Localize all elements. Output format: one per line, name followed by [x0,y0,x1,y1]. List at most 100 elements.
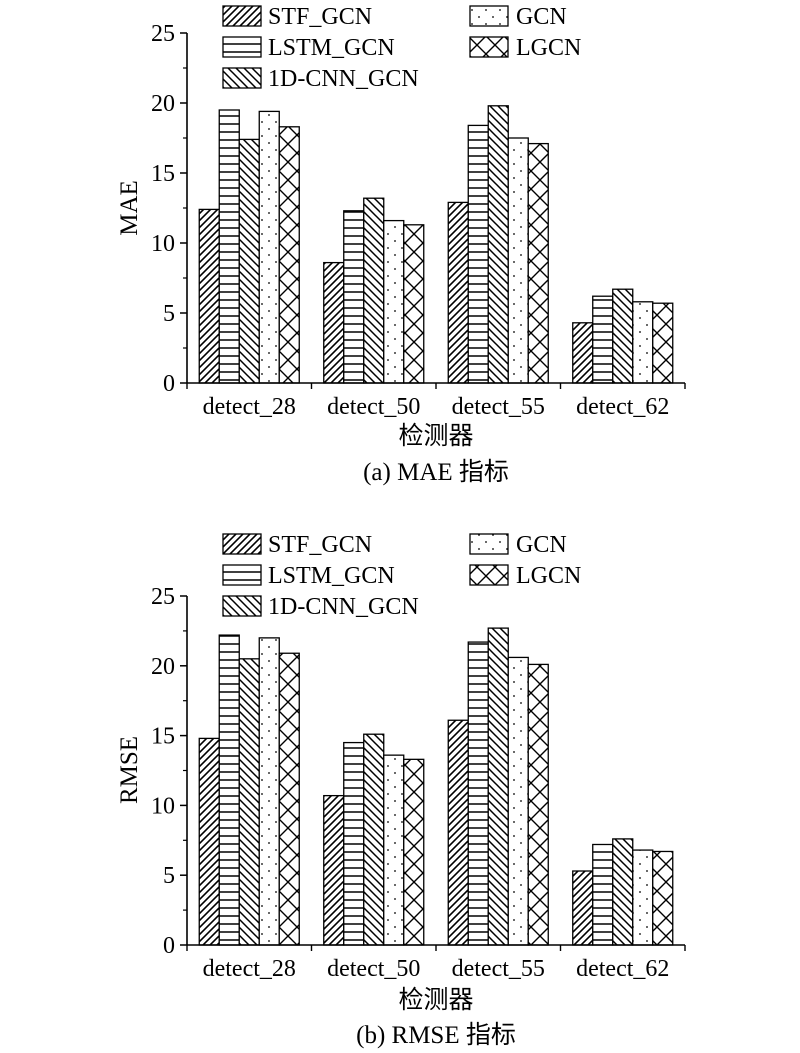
x-tick-label-detect-28: detect_28 [203,956,296,982]
bar-1d-cnn-gcn-detect-55 [487,627,509,946]
x-tick-label-detect-28: detect_28 [203,394,296,420]
caption-rmse: (b) RMSE 指标 [356,1021,516,1049]
chart-panel-mae: 0 5 10 15 20 25 detect_28 detect_50 detect_55 det… [116,4,686,486]
bar-stf-gcn-detect-28 [198,737,220,946]
y-tick-label: 10 [151,231,175,257]
y-tick-label: 0 [163,371,175,397]
bar-stf-gcn-detect-55 [447,201,469,384]
legend-swatch [469,564,509,586]
legend-label: GCN [516,532,567,558]
x-axis-title-rmse: 检测器 [398,986,473,1014]
bar-gcn-detect-50 [383,754,405,946]
bar-gcn-detect-62 [632,849,654,946]
bar-lgcn-detect-55 [527,142,549,384]
bar-lstm-gcn-detect-50 [343,210,365,384]
x-tick-label-detect-62: detect_62 [576,956,669,982]
bar-lstm-gcn-detect-62 [592,295,614,384]
legend-item-stf-gcn: STF_GCN [222,4,372,30]
legend-item-lgcn: LGCN [469,563,581,589]
plot-area-mae: 0 5 10 15 20 25 detect_28 detect_50 detect_55 det… [151,21,686,420]
legend-item-stf-gcn: STF_GCN [222,532,372,558]
bar-1d-cnn-gcn-detect-62 [612,838,634,946]
y-axis-title-mae: MAE [116,180,143,236]
y-tick-label: 20 [151,91,175,117]
y-tick-label: 0 [163,933,175,959]
legend-rmse: STF_GCN LSTM_GCN 1D-CNN_GCN GCN LGCN [222,532,581,620]
x-tick-label-detect-55: detect_55 [452,394,545,420]
legend-label: LSTM_GCN [268,563,395,589]
bar-stf-gcn-detect-62 [572,870,594,946]
legend-swatch [222,595,262,617]
legend-swatch [222,36,262,58]
y-tick-label: 20 [151,654,175,680]
legend-swatch [222,67,262,89]
legend-item-lstm-gcn: LSTM_GCN [222,35,395,61]
bar-lgcn-detect-55 [527,663,549,946]
bar-stf-gcn-detect-28 [198,208,220,384]
bar-gcn-detect-28 [258,637,280,946]
x-tick-label-detect-50: detect_50 [327,956,420,982]
bar-gcn-detect-28 [258,110,280,384]
y-tick-label: 25 [151,21,175,47]
bar-lstm-gcn-detect-55 [467,124,489,384]
legend-swatch [222,533,262,555]
legend-swatch [469,5,509,27]
y-tick-label: 10 [151,793,175,819]
legend-label: STF_GCN [268,532,372,558]
bar-lgcn-detect-62 [652,850,674,946]
bar-1d-cnn-gcn-detect-50 [363,197,385,384]
bar-lstm-gcn-detect-55 [467,641,489,946]
bar-lstm-gcn-detect-28 [218,109,240,384]
bar-1d-cnn-gcn-detect-62 [612,288,634,384]
x-axis-title-mae: 检测器 [398,422,473,450]
bar-stf-gcn-detect-62 [572,322,594,384]
legend-swatch [469,36,509,58]
bar-lgcn-detect-50 [403,758,425,946]
bar-gcn-detect-55 [507,656,529,946]
legend-item-gcn: GCN [469,4,567,30]
x-tick-label-detect-50: detect_50 [327,394,420,420]
bar-stf-gcn-detect-50 [323,794,345,946]
x-tick-label-detect-55: detect_55 [452,956,545,982]
chart-panel-rmse: 0 5 10 15 20 25 detect_28 detect_50 detect_55 det… [116,532,686,1049]
y-tick-label: 15 [151,161,175,187]
y-tick-label: 5 [163,301,175,327]
bar-lgcn-detect-28 [278,126,300,384]
legend-swatch [222,564,262,586]
bar-lstm-gcn-detect-28 [218,634,240,946]
legend-label: LGCN [516,563,581,589]
bar-1d-cnn-gcn-detect-28 [238,658,260,946]
x-tick-label-detect-62: detect_62 [576,394,669,420]
bar-gcn-detect-50 [383,219,405,384]
legend-item-gcn: GCN [469,532,567,558]
bar-1d-cnn-gcn-detect-50 [363,733,385,946]
bar-lstm-gcn-detect-50 [343,741,365,946]
bar-1d-cnn-gcn-detect-55 [487,105,509,384]
legend-label: LSTM_GCN [268,35,395,61]
y-tick-label: 5 [163,863,175,889]
legend-item-1d-cnn-gcn: 1D-CNN_GCN [222,594,419,620]
caption-mae: (a) MAE 指标 [363,458,509,486]
bar-lstm-gcn-detect-62 [592,843,614,946]
legend-item-lgcn: LGCN [469,35,581,61]
legend-label: STF_GCN [268,4,372,30]
legend-label: LGCN [516,35,581,61]
legend-item-lstm-gcn: LSTM_GCN [222,563,395,589]
y-tick-label: 15 [151,724,175,750]
bar-lgcn-detect-28 [278,652,300,946]
bar-gcn-detect-55 [507,137,529,384]
bar-lgcn-detect-62 [652,302,674,384]
legend-item-1d-cnn-gcn: 1D-CNN_GCN [222,66,419,92]
plot-area-rmse: 0 5 10 15 20 25 detect_28 detect_50 detect_55 det… [151,584,686,982]
legend-label: 1D-CNN_GCN [268,594,419,620]
legend-label: GCN [516,4,567,30]
legend-label: 1D-CNN_GCN [268,66,419,92]
bar-gcn-detect-62 [632,301,654,384]
bar-stf-gcn-detect-50 [323,261,345,384]
bar-1d-cnn-gcn-detect-28 [238,138,260,384]
legend-swatch [222,5,262,27]
bar-lgcn-detect-50 [403,224,425,384]
bar-stf-gcn-detect-55 [447,719,469,946]
legend-mae: STF_GCN LSTM_GCN 1D-CNN_GCN GCN LGCN [222,4,581,92]
